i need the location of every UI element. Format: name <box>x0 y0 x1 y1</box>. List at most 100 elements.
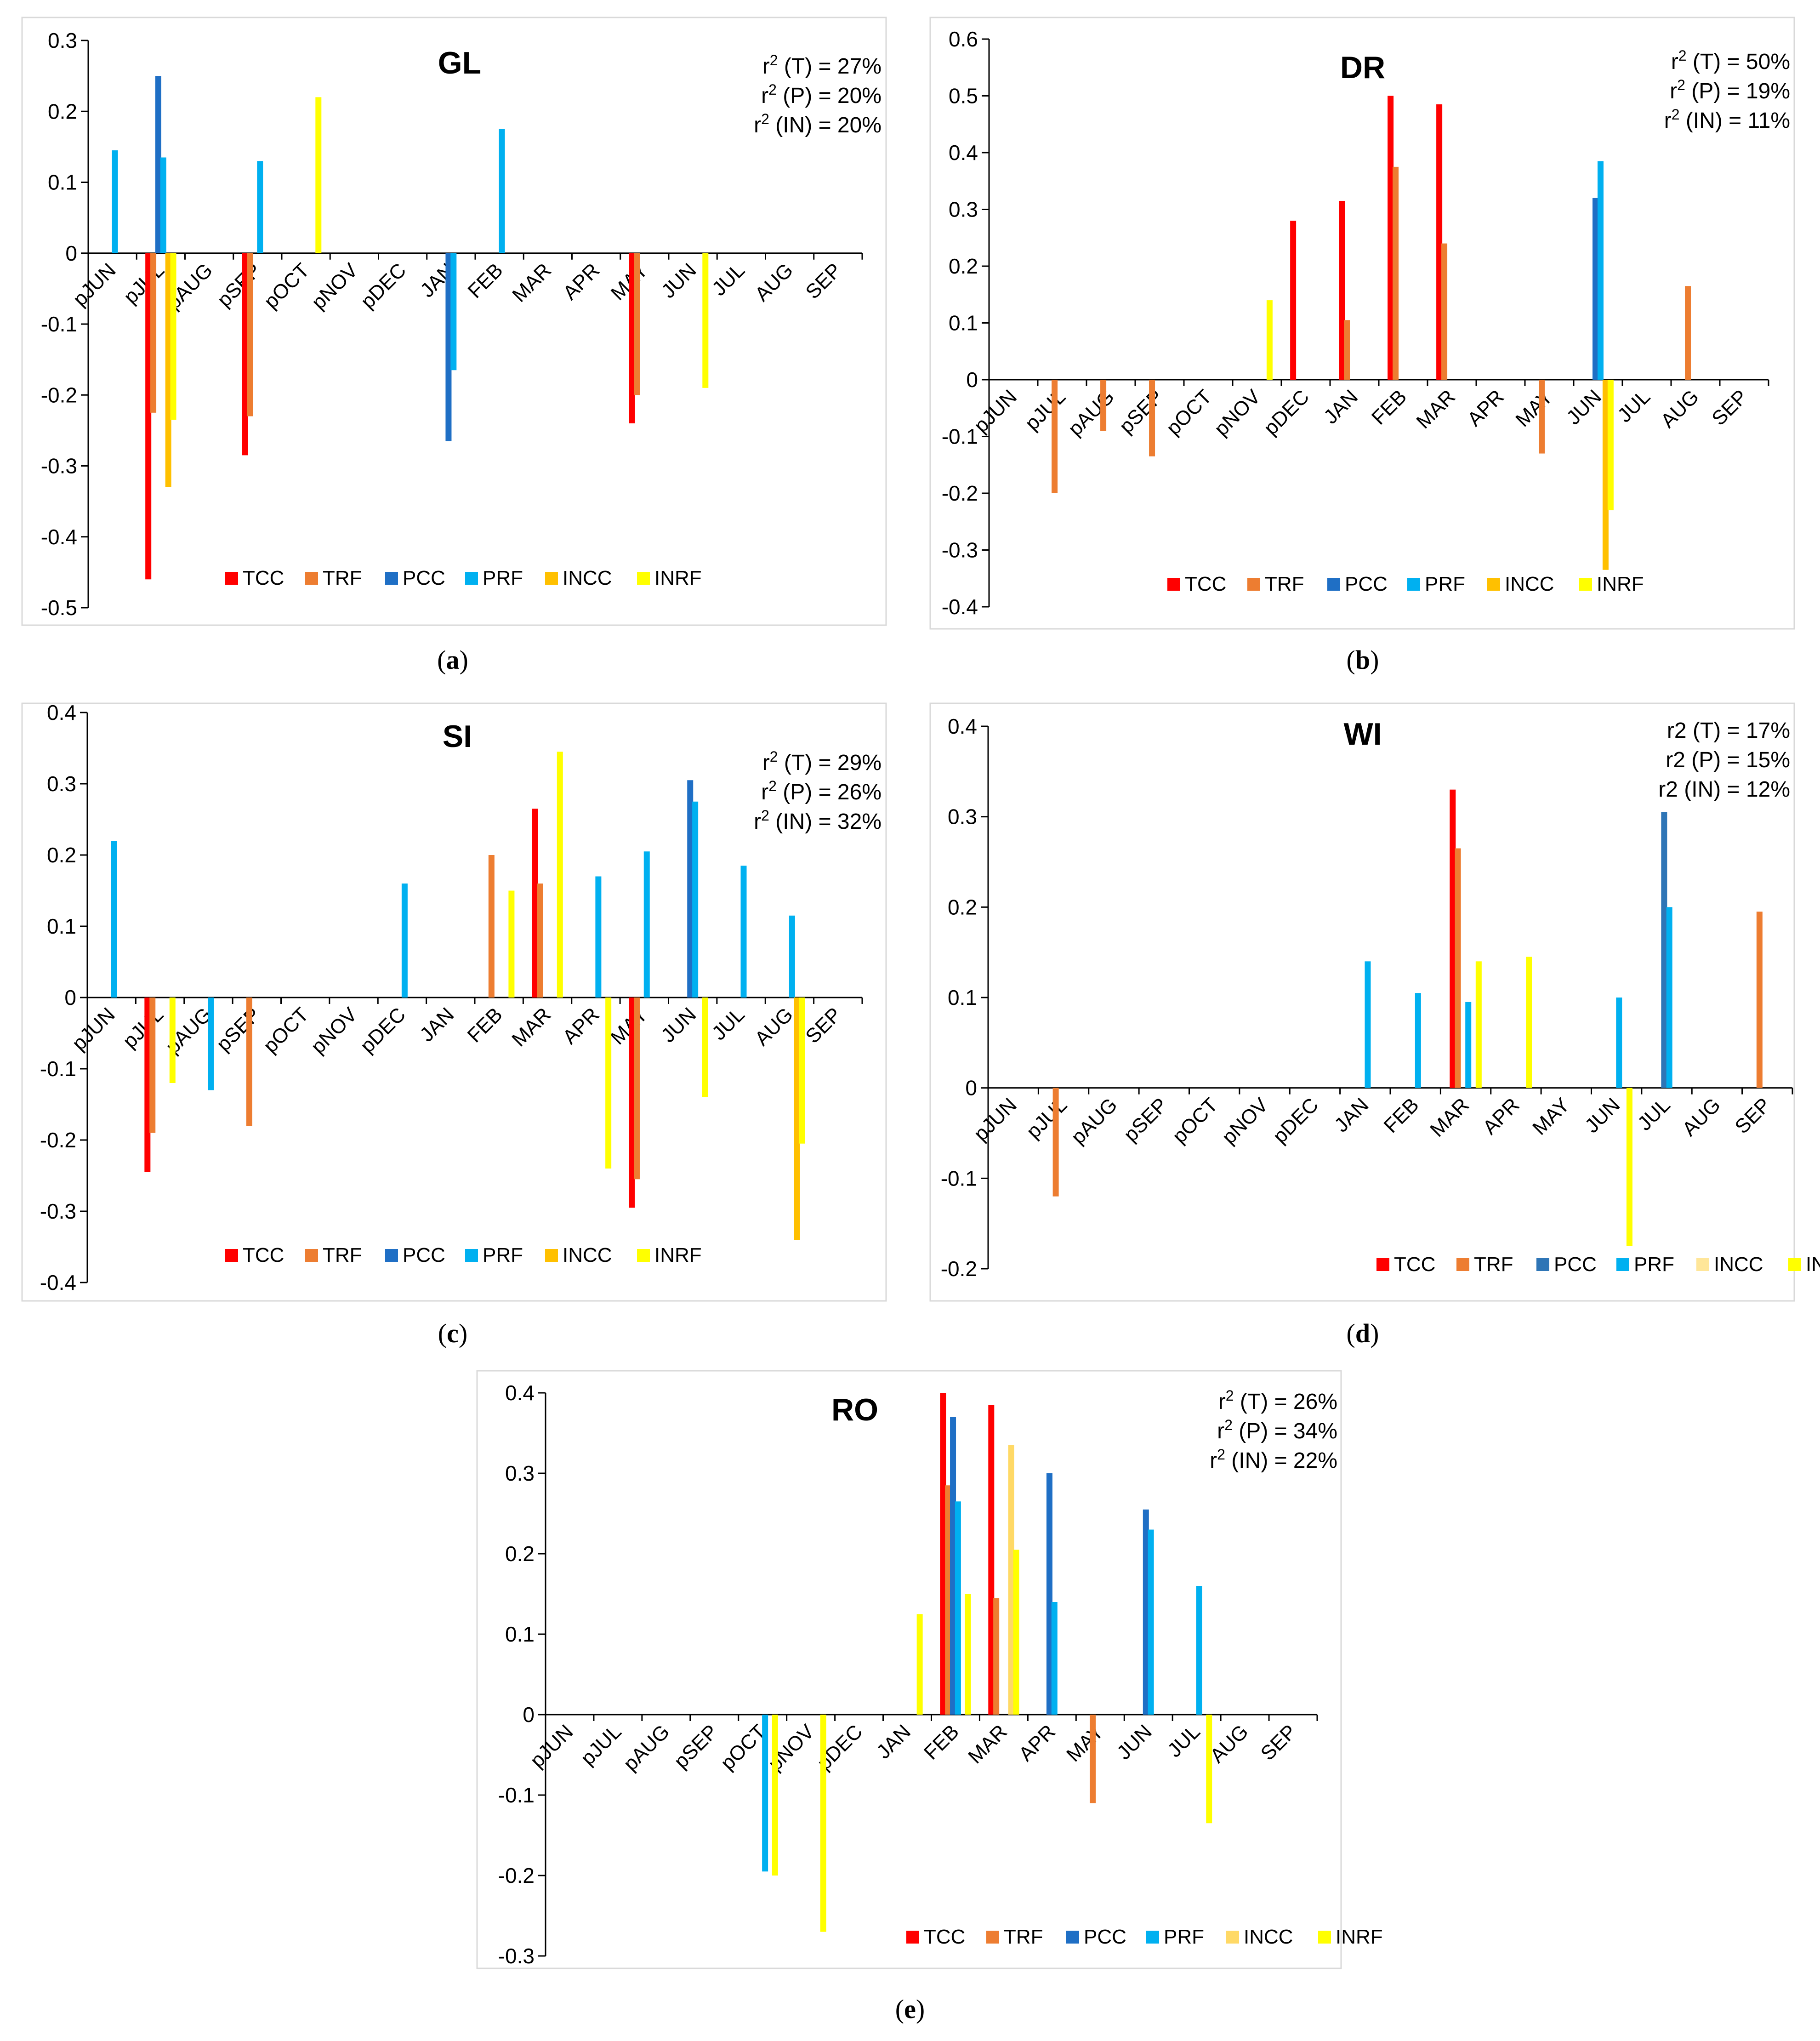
bar-trf <box>537 884 543 998</box>
x-tick-label: pDEC <box>357 259 411 313</box>
x-tick-label: APR <box>1479 1094 1524 1139</box>
x-tick-label: JUL <box>1613 385 1655 427</box>
bar-prf <box>1415 993 1421 1088</box>
y-tick-label: 0.6 <box>949 27 978 51</box>
r2-annotation: r2 (IN) = 20% <box>754 111 882 137</box>
x-tick-label: JUL <box>708 1003 749 1044</box>
bar-inrf <box>605 998 612 1169</box>
panel-caption: (d) <box>1347 1318 1379 1348</box>
legend-swatch-pcc <box>385 572 398 585</box>
legend-swatch-pcc <box>1327 578 1340 591</box>
x-tick-label: pSEP <box>1120 1094 1172 1146</box>
x-tick-label: pNOV <box>1217 1094 1273 1149</box>
y-tick-label: -0.3 <box>942 538 978 562</box>
x-tick-label: pSEP <box>212 1003 265 1055</box>
x-tick-label: MAR <box>1426 1094 1473 1141</box>
x-tick-label: pSEP <box>670 1720 722 1773</box>
x-tick-label: AUG <box>751 1003 797 1050</box>
bar-trf <box>150 253 157 413</box>
x-tick-label: pDEC <box>356 1003 410 1057</box>
bar-prf <box>112 150 118 253</box>
legend-label-inrf: INRF <box>654 567 702 589</box>
legend-swatch-prf <box>1616 1258 1629 1271</box>
legend-label-trf: TRF <box>323 567 362 589</box>
bar-tcc <box>1450 789 1456 1088</box>
bar-prf <box>1365 961 1371 1088</box>
y-tick-label: 0.2 <box>948 895 977 919</box>
legend-label-incc: INCC <box>1714 1253 1763 1276</box>
bar-inrf <box>1526 957 1532 1088</box>
y-tick-label: -0.4 <box>41 525 77 549</box>
bar-trf <box>634 253 640 395</box>
bar-trf <box>246 998 252 1126</box>
bar-inrf <box>820 1715 826 1932</box>
bar-inrf <box>702 253 709 388</box>
y-tick-label: -0.3 <box>40 1199 76 1223</box>
r2-annotation: r2 (P) = 19% <box>1670 77 1790 103</box>
bar-tcc <box>1290 221 1297 380</box>
y-tick-label: 0.2 <box>47 843 76 867</box>
bar-trf <box>149 998 156 1133</box>
x-tick-label: pOCT <box>1168 1094 1223 1148</box>
panel-caption: (c) <box>438 1318 467 1348</box>
chart-title: WI <box>1343 717 1382 752</box>
chart-wi: 0.4 0.3 0.2 0.1 0 -0.1 -0.2 pJUN pJULpAUGpSEPpOC… <box>929 702 1820 1348</box>
bar-inrf <box>169 998 176 1083</box>
x-tick-label: FEB <box>464 259 507 302</box>
y-tick-label: -0.2 <box>498 1864 535 1887</box>
bar-incc <box>165 253 171 487</box>
y-tick-label: -0.2 <box>41 383 77 407</box>
y-tick-label: -0.1 <box>40 1057 76 1081</box>
y-tick-label: -0.3 <box>498 1944 535 1968</box>
x-tick-label: pJUL <box>1021 385 1070 434</box>
r2-annotation: r2 (P) = 26% <box>761 778 882 804</box>
x-tick-label: pNOV <box>307 1003 362 1058</box>
x-tick-label: pOCT <box>260 259 314 313</box>
x-tick-label: JUN <box>1581 1094 1624 1137</box>
x-tick-label: SEP <box>1257 1720 1301 1765</box>
x-tick-label: AUG <box>1656 385 1703 432</box>
chart-title: SI <box>443 719 472 754</box>
bar-prf <box>401 884 408 998</box>
chart-title: GL <box>438 46 481 80</box>
bar-inrf <box>916 1614 923 1715</box>
x-tick-label: APR <box>1014 1720 1060 1766</box>
x-tick-label: pNOV <box>1210 385 1265 440</box>
x-tick-label: JUL <box>1633 1094 1675 1135</box>
r2-annotation: r2 (IN) = 32% <box>754 807 882 834</box>
bar-inrf <box>1626 1088 1632 1246</box>
x-tick-label: pJUN <box>970 385 1021 437</box>
legend-label-pcc: PCC <box>403 567 445 589</box>
panel-caption: (a) <box>437 645 468 675</box>
x-tick-label: SEP <box>1730 1094 1775 1138</box>
chart-si: 0.40.30.20.10-0.1-0.2-0.3-0.4pJUNpJULpAU… <box>21 701 887 1348</box>
bar-trf <box>1090 1715 1096 1803</box>
bar-trf <box>1149 380 1155 456</box>
legend-swatch-tcc <box>906 1931 919 1944</box>
panel-caption: (e) <box>895 1994 925 2024</box>
bar-prf <box>595 876 602 998</box>
bar-tcc <box>629 253 635 423</box>
legend-label-inrf: INRF <box>1597 573 1644 595</box>
x-tick-label: pSEP <box>1115 385 1167 438</box>
r2-annotation: r2 (T) = 27% <box>762 52 882 79</box>
legend-label-trf: TRF <box>1474 1253 1513 1276</box>
y-tick-label: 0.1 <box>48 171 77 194</box>
x-tick-label: JAN <box>415 1003 458 1046</box>
chart-ro: 0.4 0.3 0.2 0.1 0 -0.1 -0.2 -0.3 pJUNpJULpAUGpSE… <box>476 1370 1383 2024</box>
r2-annotation: r2 (IN) = 11% <box>1664 106 1790 133</box>
legend-label-prf: PRF <box>1164 1926 1204 1948</box>
legend-swatch-trf <box>986 1931 999 1944</box>
bar-incc <box>794 998 800 1240</box>
legend-swatch-prf <box>1407 578 1420 591</box>
bar-inrf <box>1607 380 1614 511</box>
bar-trf <box>1052 380 1058 493</box>
y-tick-label: 0.5 <box>949 84 978 108</box>
y-tick-label: -0.3 <box>41 454 77 478</box>
y-tick-label: -0.2 <box>40 1128 76 1152</box>
bar-tcc <box>629 998 635 1208</box>
bar-tcc <box>242 253 248 456</box>
legend-swatch-inrf <box>1318 1931 1331 1944</box>
x-tick-label: pOCT <box>259 1003 313 1057</box>
